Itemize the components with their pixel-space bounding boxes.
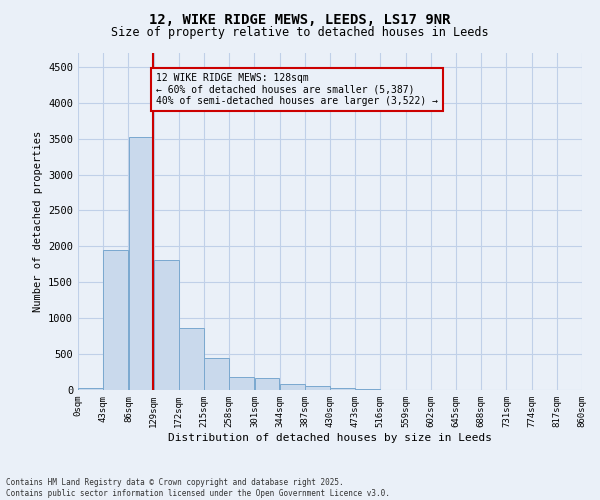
Bar — [330, 388, 355, 390]
Bar — [204, 358, 229, 390]
X-axis label: Distribution of detached houses by size in Leeds: Distribution of detached houses by size … — [168, 432, 492, 442]
Bar — [179, 328, 204, 390]
Text: Contains HM Land Registry data © Crown copyright and database right 2025.
Contai: Contains HM Land Registry data © Crown c… — [6, 478, 390, 498]
Bar — [103, 250, 128, 390]
Bar — [128, 137, 154, 390]
Bar — [305, 386, 330, 390]
Text: Size of property relative to detached houses in Leeds: Size of property relative to detached ho… — [111, 26, 489, 39]
Bar — [229, 378, 254, 390]
Bar — [254, 378, 280, 390]
Bar — [280, 384, 305, 390]
Bar — [154, 260, 179, 390]
Bar — [78, 388, 103, 390]
Text: 12, WIKE RIDGE MEWS, LEEDS, LS17 9NR: 12, WIKE RIDGE MEWS, LEEDS, LS17 9NR — [149, 12, 451, 26]
Text: 12 WIKE RIDGE MEWS: 128sqm
← 60% of detached houses are smaller (5,387)
40% of s: 12 WIKE RIDGE MEWS: 128sqm ← 60% of deta… — [156, 72, 438, 106]
Y-axis label: Number of detached properties: Number of detached properties — [32, 130, 43, 312]
